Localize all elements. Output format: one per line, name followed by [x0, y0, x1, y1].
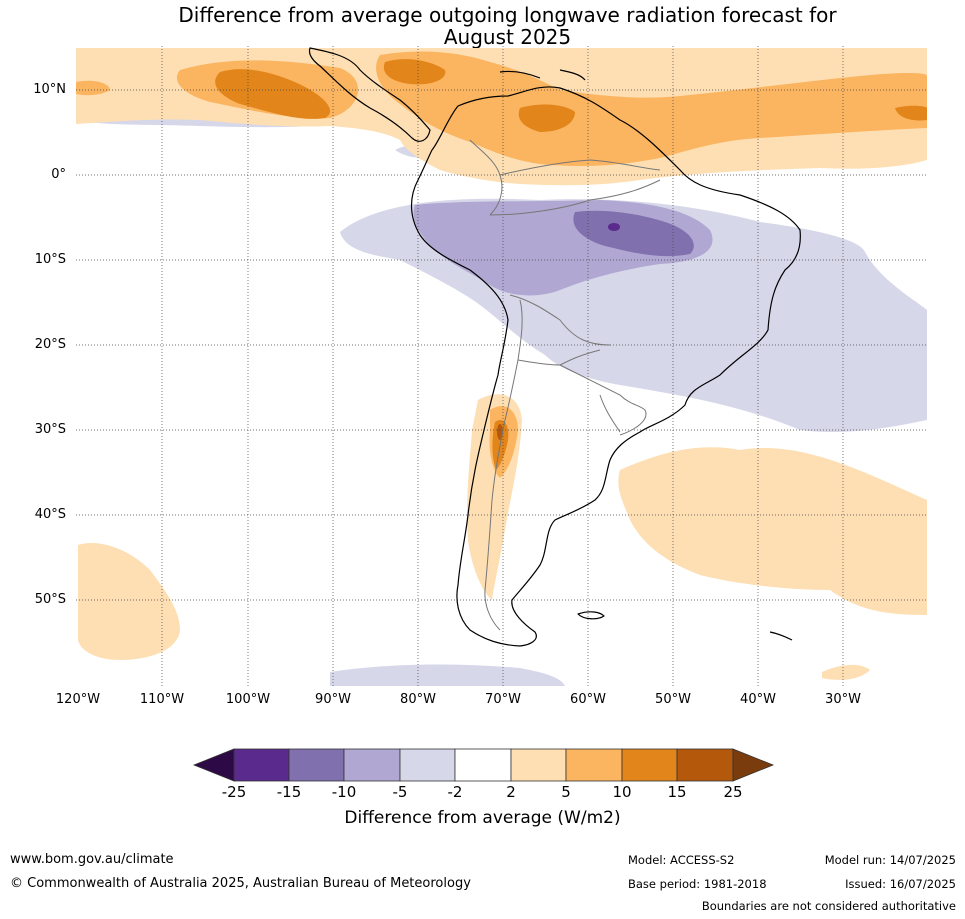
title-line-1: Difference from average outgoing longwav…	[178, 3, 837, 27]
lon-label-80w: 80°W	[400, 692, 436, 707]
colorbar-tick: -15	[276, 783, 302, 801]
colorbar	[192, 748, 775, 782]
colorbar-extend-high	[732, 748, 775, 782]
colorbar-tick: 10	[612, 783, 632, 801]
colorbar-bin-6	[510, 748, 567, 782]
colorbar-tick: -25	[221, 783, 247, 801]
colorbar-tick: 15	[667, 783, 687, 801]
lon-label-120w: 120°W	[55, 692, 101, 707]
base-period-text: Base period: 1981-2018	[628, 877, 767, 891]
central-america-coastline	[308, 47, 431, 142]
lon-label-60w: 60°W	[570, 692, 606, 707]
negative-anomaly-peak	[608, 223, 620, 231]
lat-label-50s: 50°S	[34, 592, 66, 607]
colorbar-tick: 25	[723, 783, 743, 801]
coastlines	[308, 47, 801, 647]
colorbar-bin-5	[454, 748, 512, 782]
lat-label-20s: 20°S	[34, 337, 66, 352]
colorbar-tick: 5	[561, 783, 571, 801]
south-america-coastline	[410, 86, 801, 647]
graticule	[76, 46, 927, 686]
lon-label-110w: 110°W	[139, 692, 185, 707]
lat-label-0: 0°	[51, 167, 66, 182]
colorbar-tick: 2	[506, 783, 516, 801]
colorbar-extend-low	[192, 748, 235, 782]
copyright-text: © Commonwealth of Australia 2025, Austra…	[10, 876, 471, 891]
country-borders	[469, 139, 661, 631]
colorbar-tick: -5	[392, 783, 408, 801]
colorbar-bin-1	[233, 748, 290, 782]
issued-text: Issued: 16/07/2025	[845, 877, 956, 891]
colorbar-bin-3	[343, 748, 401, 782]
lon-label-40w: 40°W	[740, 692, 776, 707]
colorbar-label: Difference from average (W/m2)	[344, 808, 621, 828]
lon-label-30w: 30°W	[825, 692, 861, 707]
colorbar-bin-9	[676, 748, 734, 782]
colorbar-bin-7	[565, 748, 623, 782]
chart-title: Difference from average outgoing longwav…	[0, 4, 965, 48]
anomaly-shading	[76, 48, 927, 686]
lon-label-100w: 100°W	[225, 692, 271, 707]
lat-label-40s: 40°S	[34, 507, 66, 522]
colorbar-tick: -10	[331, 783, 357, 801]
colorbar-bin-4	[399, 748, 456, 782]
lat-label-10n: 10°N	[33, 82, 66, 97]
website-link[interactable]: www.bom.gov.au/climate	[10, 852, 174, 867]
lat-label-10s: 10°S	[34, 252, 66, 267]
colorbar-tick: -2	[447, 783, 463, 801]
model-run-text: Model run: 14/07/2025	[824, 853, 956, 867]
title-line-2: August 2025	[443, 25, 572, 49]
colorbar-bin-2	[288, 748, 345, 782]
model-text: Model: ACCESS-S2	[628, 853, 735, 867]
positive-anomaly-peak	[497, 424, 503, 440]
colorbar-bin-8	[621, 748, 678, 782]
lat-label-30s: 30°S	[34, 422, 66, 437]
caribbean-islands	[499, 69, 586, 81]
falkland-islands	[577, 611, 605, 620]
south-georgia	[769, 631, 793, 641]
negative-anomaly-strong	[573, 210, 694, 257]
lon-label-90w: 90°W	[315, 692, 351, 707]
lon-label-50w: 50°W	[655, 692, 691, 707]
lon-label-70w: 70°W	[485, 692, 521, 707]
disclaimer-text: Boundaries are not considered authoritat…	[701, 899, 956, 913]
